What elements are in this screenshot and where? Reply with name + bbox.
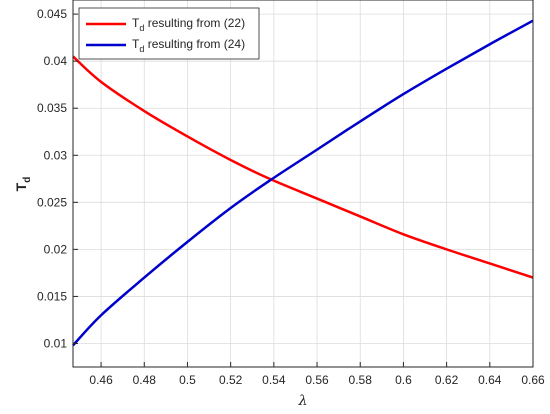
legend-entry-series-2-rest: resulting from (24) <box>144 37 245 51</box>
series-line-2 <box>72 19 534 347</box>
series-group <box>72 19 534 347</box>
legend-entry-series-1-subscript: d <box>139 23 144 33</box>
x-tick-label: 0.64 <box>478 373 502 387</box>
y-tick-label: 0.035 <box>37 101 67 115</box>
legend-entry-series-2-subscript: d <box>139 44 144 54</box>
series-line-1 <box>72 55 534 279</box>
legend-entry-series-1-rest: resulting from (22) <box>144 16 245 30</box>
legend-entry-series-1: Td resulting from (22) <box>132 16 245 33</box>
legend-entry-series-2-main: T <box>132 37 140 51</box>
x-tick-label: 0.5 <box>179 373 196 387</box>
legend-box <box>78 7 260 60</box>
legend-entry-series-1-main: T <box>132 16 140 30</box>
y-tick-label: 0.02 <box>44 242 68 256</box>
y-tick-label: 0.025 <box>37 195 67 209</box>
y-tick-label: 0.045 <box>37 7 67 21</box>
y-axis-ticks: 0.01 0.015 0.02 0.025 0.03 0.035 0.04 0.045 <box>37 7 78 350</box>
y-axis-label-subscript: d <box>22 177 33 183</box>
legend: Td resulting from (22) Td resulting from… <box>78 7 260 60</box>
y-axis-label-main: T <box>13 182 29 191</box>
x-tick-label: 0.56 <box>305 373 329 387</box>
x-tick-label: 0.46 <box>89 373 113 387</box>
x-tick-label: 0.58 <box>349 373 373 387</box>
x-axis-ticks: 0.46 0.48 0.5 0.52 0.54 0.56 0.58 0.6 0.62 0.64 0.… <box>89 362 545 387</box>
x-tick-label: 0.54 <box>262 373 286 387</box>
plot-frame <box>72 0 534 368</box>
x-tick-label: 0.48 <box>133 373 157 387</box>
x-tick-label: 0.6 <box>395 373 412 387</box>
y-tick-label: 0.01 <box>44 336 68 350</box>
y-axis-label: Td <box>13 177 33 192</box>
y-tick-label: 0.04 <box>44 54 68 68</box>
y-tick-label: 0.015 <box>37 289 67 303</box>
y-tick-label: 0.03 <box>44 148 68 162</box>
x-axis-label: λ <box>298 393 308 409</box>
x-tick-label: 0.52 <box>219 373 243 387</box>
x-tick-label: 0.62 <box>435 373 459 387</box>
legend-entry-series-2: Td resulting from (24) <box>132 37 245 54</box>
x-tick-label: 0.66 <box>521 373 545 387</box>
